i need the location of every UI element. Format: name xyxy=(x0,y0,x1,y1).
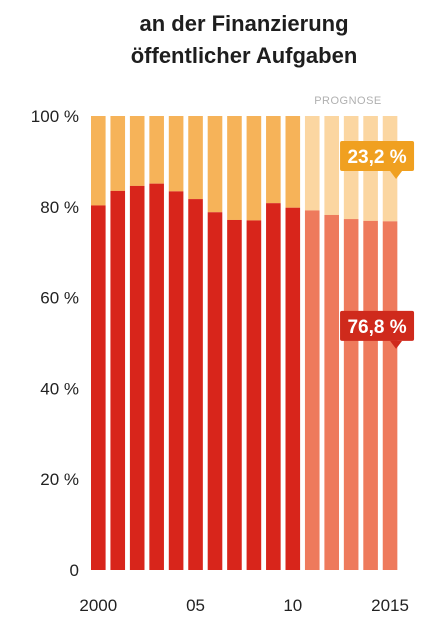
callouts-group: 23,2 % 76,8 % xyxy=(340,141,415,349)
x-tick-label-10: 10 xyxy=(283,596,302,615)
bar-top-2003 xyxy=(149,116,164,184)
bars-group xyxy=(91,116,398,571)
y-tick-label-60: 60 % xyxy=(40,289,79,308)
bar-top-2005 xyxy=(188,116,203,200)
bar-bottom-2013 xyxy=(343,219,359,571)
bar-bottom-2008 xyxy=(246,220,262,571)
bar-top-2001 xyxy=(110,116,126,191)
callout-pointer xyxy=(390,340,403,349)
y-tick-label-100: 100 % xyxy=(31,107,79,126)
bar-bottom-2003 xyxy=(149,183,164,570)
callout-box xyxy=(340,141,415,172)
bar-bottom-2011 xyxy=(304,210,320,570)
bar-bottom-2001 xyxy=(110,190,126,570)
bar-top-2008 xyxy=(246,116,262,221)
bar-top-2011 xyxy=(304,116,320,211)
chart-title-line-1: an der Finanzierung xyxy=(139,11,348,36)
bar-top-2007 xyxy=(227,116,242,220)
bar-bottom-2012 xyxy=(324,214,339,571)
bar-top-2012 xyxy=(324,116,339,215)
bar-top-2002 xyxy=(129,116,145,186)
y-tick-label-20: 20 % xyxy=(40,470,79,489)
callout-label: 76,8 % xyxy=(347,317,406,338)
bar-bottom-2002 xyxy=(129,185,145,570)
bar-top-2010 xyxy=(285,116,301,208)
y-tick-label-0: 0 xyxy=(70,561,79,580)
bar-bottom-2014 xyxy=(363,220,378,570)
bar-top-2004 xyxy=(168,116,184,192)
callout-bottom-share: 76,8 % xyxy=(340,310,415,349)
x-tick-label-2015: 2015 xyxy=(371,596,409,615)
x-tick-label-05: 05 xyxy=(186,596,205,615)
x-tick-label-2000: 2000 xyxy=(79,596,117,615)
x-axis: 2000 05 10 2015 xyxy=(79,596,409,615)
y-axis: 0 20 % 40 % 60 % 80 % 100 % xyxy=(31,107,79,580)
callout-box xyxy=(340,310,415,341)
bar-top-2000 xyxy=(91,116,106,206)
bar-bottom-2005 xyxy=(188,199,203,570)
bar-bottom-2015 xyxy=(382,221,398,570)
chart-title-line-2: öffentlicher Aufgaben xyxy=(131,43,358,68)
bar-bottom-2004 xyxy=(168,191,184,570)
forecast-label: PROGNOSE xyxy=(314,95,382,107)
bar-bottom-2009 xyxy=(266,203,281,570)
bar-bottom-2007 xyxy=(227,219,242,570)
bar-bottom-2000 xyxy=(91,205,106,571)
callout-top-share: 23,2 % xyxy=(340,141,415,180)
callout-pointer xyxy=(390,171,403,180)
bar-bottom-2006 xyxy=(207,212,223,571)
callout-label: 23,2 % xyxy=(347,147,406,168)
y-tick-label-40: 40 % xyxy=(40,379,79,398)
bar-bottom-2010 xyxy=(285,207,301,570)
y-tick-label-80: 80 % xyxy=(40,198,79,217)
bar-top-2009 xyxy=(266,116,281,204)
bar-top-2006 xyxy=(207,116,223,213)
